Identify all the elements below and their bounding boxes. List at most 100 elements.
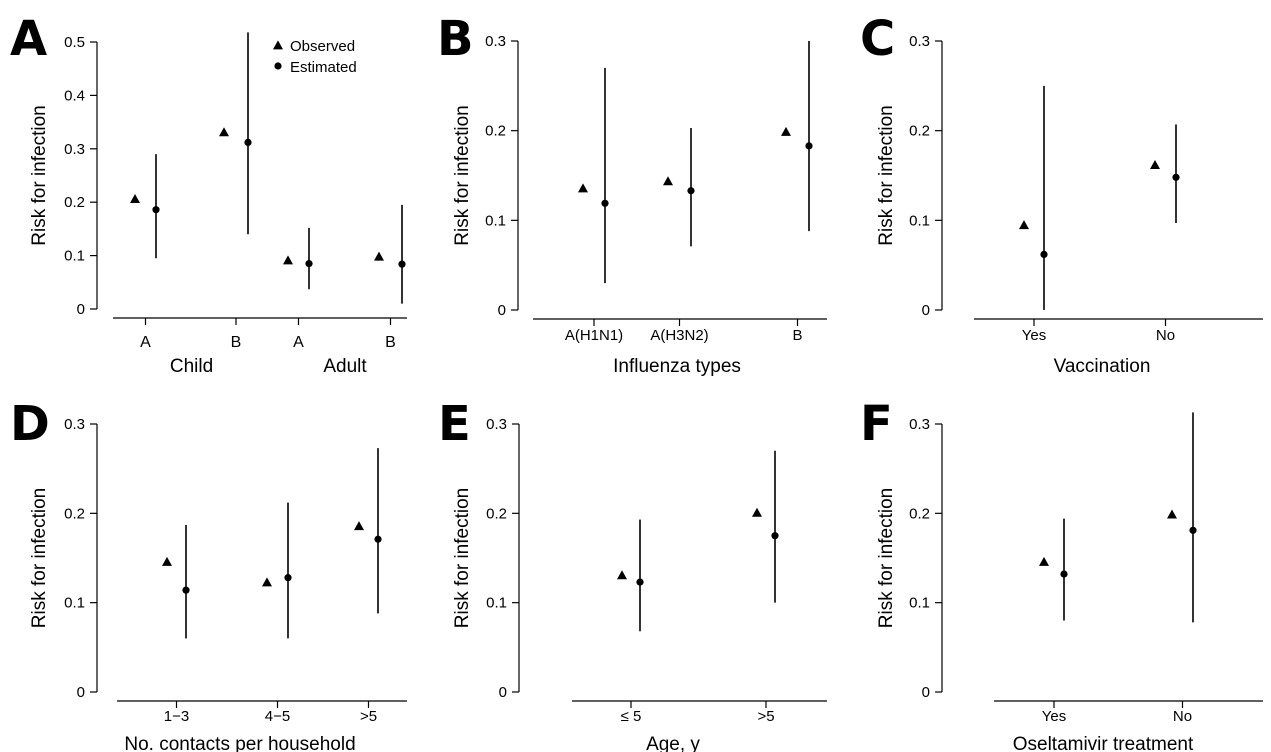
- estimated-marker: [1060, 570, 1068, 578]
- observed-marker: [219, 127, 229, 137]
- x-axis-label: No. contacts per household: [124, 734, 355, 752]
- x-tick-label: A(H1N1): [565, 327, 623, 344]
- y-axis-label: Risk for infection: [29, 488, 50, 628]
- legend-observed-label: Observed: [290, 38, 355, 55]
- x-tick-label: A(H3N2): [650, 327, 708, 344]
- estimated-marker: [244, 138, 252, 146]
- y-tick-label: 0.3: [485, 33, 506, 50]
- estimated-marker: [687, 187, 695, 195]
- panel-e: E 0 0.1 0.2 0.3 Risk for infection ≤ 5 >5 Age, y: [438, 396, 827, 752]
- observed-marker: [262, 577, 272, 587]
- x-group-label: Adult: [323, 356, 367, 377]
- legend: Observed Estimated: [273, 38, 357, 76]
- observed-marker: [374, 251, 384, 261]
- panel-letter: C: [860, 11, 895, 67]
- y-tick-label: 0.1: [486, 595, 507, 612]
- x-tick-label: B: [385, 334, 396, 351]
- observed-marker: [354, 521, 364, 531]
- x-tick-label: No: [1173, 708, 1192, 725]
- x-tick-label: 1−3: [164, 708, 189, 725]
- panel-f: F 0 0.1 0.2 0.3 Risk for infection Yes No Oselta…: [860, 396, 1263, 752]
- y-tick-label: 0.3: [64, 141, 85, 158]
- x-tick-label: Yes: [1042, 708, 1066, 725]
- y-tick-label: 0.3: [909, 33, 930, 50]
- estimated-marker: [374, 535, 382, 543]
- y-axis-label: Risk for infection: [452, 488, 473, 628]
- y-tick-label: 0: [499, 684, 507, 701]
- panel-letter: F: [860, 396, 893, 452]
- y-axis-label: Risk for infection: [876, 105, 897, 245]
- y-axis-label: Risk for infection: [876, 488, 897, 628]
- x-tick-label: Yes: [1022, 327, 1046, 344]
- y-tick-label: 0.1: [64, 595, 85, 612]
- estimated-marker: [1189, 526, 1197, 534]
- y-tick-label: 0.3: [909, 416, 930, 433]
- observed-marker: [1039, 556, 1049, 566]
- y-tick-label: 0.2: [909, 123, 930, 140]
- estimated-marker: [601, 199, 609, 207]
- x-tick-label: >5: [757, 708, 774, 725]
- observed-marker: [1150, 160, 1160, 170]
- observed-marker: [1167, 509, 1177, 519]
- legend-estimated-label: Estimated: [290, 59, 357, 76]
- estimated-marker: [398, 260, 406, 268]
- x-group-label: Child: [170, 356, 213, 377]
- estimated-marker: [805, 142, 813, 150]
- y-tick-label: 0.1: [909, 595, 930, 612]
- y-tick-label: 0.1: [64, 248, 85, 265]
- legend-estimated-icon: [274, 62, 282, 70]
- estimated-marker: [1040, 250, 1048, 259]
- x-axis-label: Influenza types: [613, 356, 741, 377]
- panel-d: D 0 0.1 0.2 0.3 Risk for infection 1−3 4−5 >5 No.…: [10, 396, 407, 752]
- y-tick-label: 0: [77, 301, 85, 318]
- y-tick-label: 0.2: [485, 123, 506, 140]
- y-axis-label: Risk for infection: [29, 105, 50, 245]
- y-tick-label: 0: [77, 684, 85, 701]
- x-tick-label: A: [140, 334, 151, 351]
- y-tick-label: 0: [498, 302, 506, 319]
- x-tick-label: 4−5: [265, 708, 290, 725]
- observed-marker: [283, 255, 293, 265]
- estimated-marker: [182, 586, 190, 594]
- panel-letter: A: [10, 11, 47, 67]
- y-axis-label: Risk for infection: [452, 105, 473, 245]
- y-tick-label: 0.4: [64, 87, 85, 104]
- observed-marker: [617, 570, 627, 580]
- x-axis-label: Oseltamivir treatment: [1013, 734, 1194, 752]
- y-tick-label: 0: [922, 684, 930, 701]
- y-tick-label: 0: [922, 302, 930, 319]
- estimated-marker: [284, 574, 292, 582]
- estimated-marker: [771, 532, 779, 540]
- estimated-marker: [152, 206, 160, 214]
- estimated-marker: [1172, 173, 1180, 181]
- x-tick-label: >5: [360, 708, 377, 725]
- panel-letter: B: [437, 11, 474, 67]
- observed-marker: [1019, 220, 1029, 230]
- x-tick-label: A: [293, 334, 304, 351]
- y-tick-label: 0.2: [64, 194, 85, 211]
- panel-c: C 0 0.1 0.2 0.3 Risk for infection Yes No Vaccin…: [860, 11, 1263, 377]
- legend-observed-icon: [273, 40, 283, 50]
- x-axis-label: Age, y: [646, 734, 700, 752]
- observed-marker: [162, 556, 172, 566]
- y-tick-label: 0.2: [486, 505, 507, 522]
- panel-letter: D: [10, 396, 50, 452]
- y-tick-label: 0.2: [64, 505, 85, 522]
- y-tick-label: 0.1: [485, 212, 506, 229]
- x-tick-label: ≤ 5: [621, 708, 642, 725]
- y-tick-label: 0.3: [486, 416, 507, 433]
- panel-b: B 0 0.1 0.2 0.3 Risk for infection A(H1N1) A(H3…: [437, 11, 827, 377]
- y-tick-label: 0.3: [64, 416, 85, 433]
- x-tick-label: B: [231, 334, 242, 351]
- panel-letter: E: [438, 396, 471, 452]
- estimated-marker: [305, 260, 313, 268]
- observed-marker: [781, 126, 791, 136]
- y-tick-label: 0.5: [64, 34, 85, 51]
- x-axis-label: Vaccination: [1054, 356, 1151, 377]
- x-tick-label: No: [1156, 327, 1175, 344]
- observed-marker: [752, 507, 762, 517]
- x-tick-label: B: [792, 327, 802, 344]
- y-tick-label: 0.1: [909, 212, 930, 229]
- estimated-marker: [636, 578, 644, 586]
